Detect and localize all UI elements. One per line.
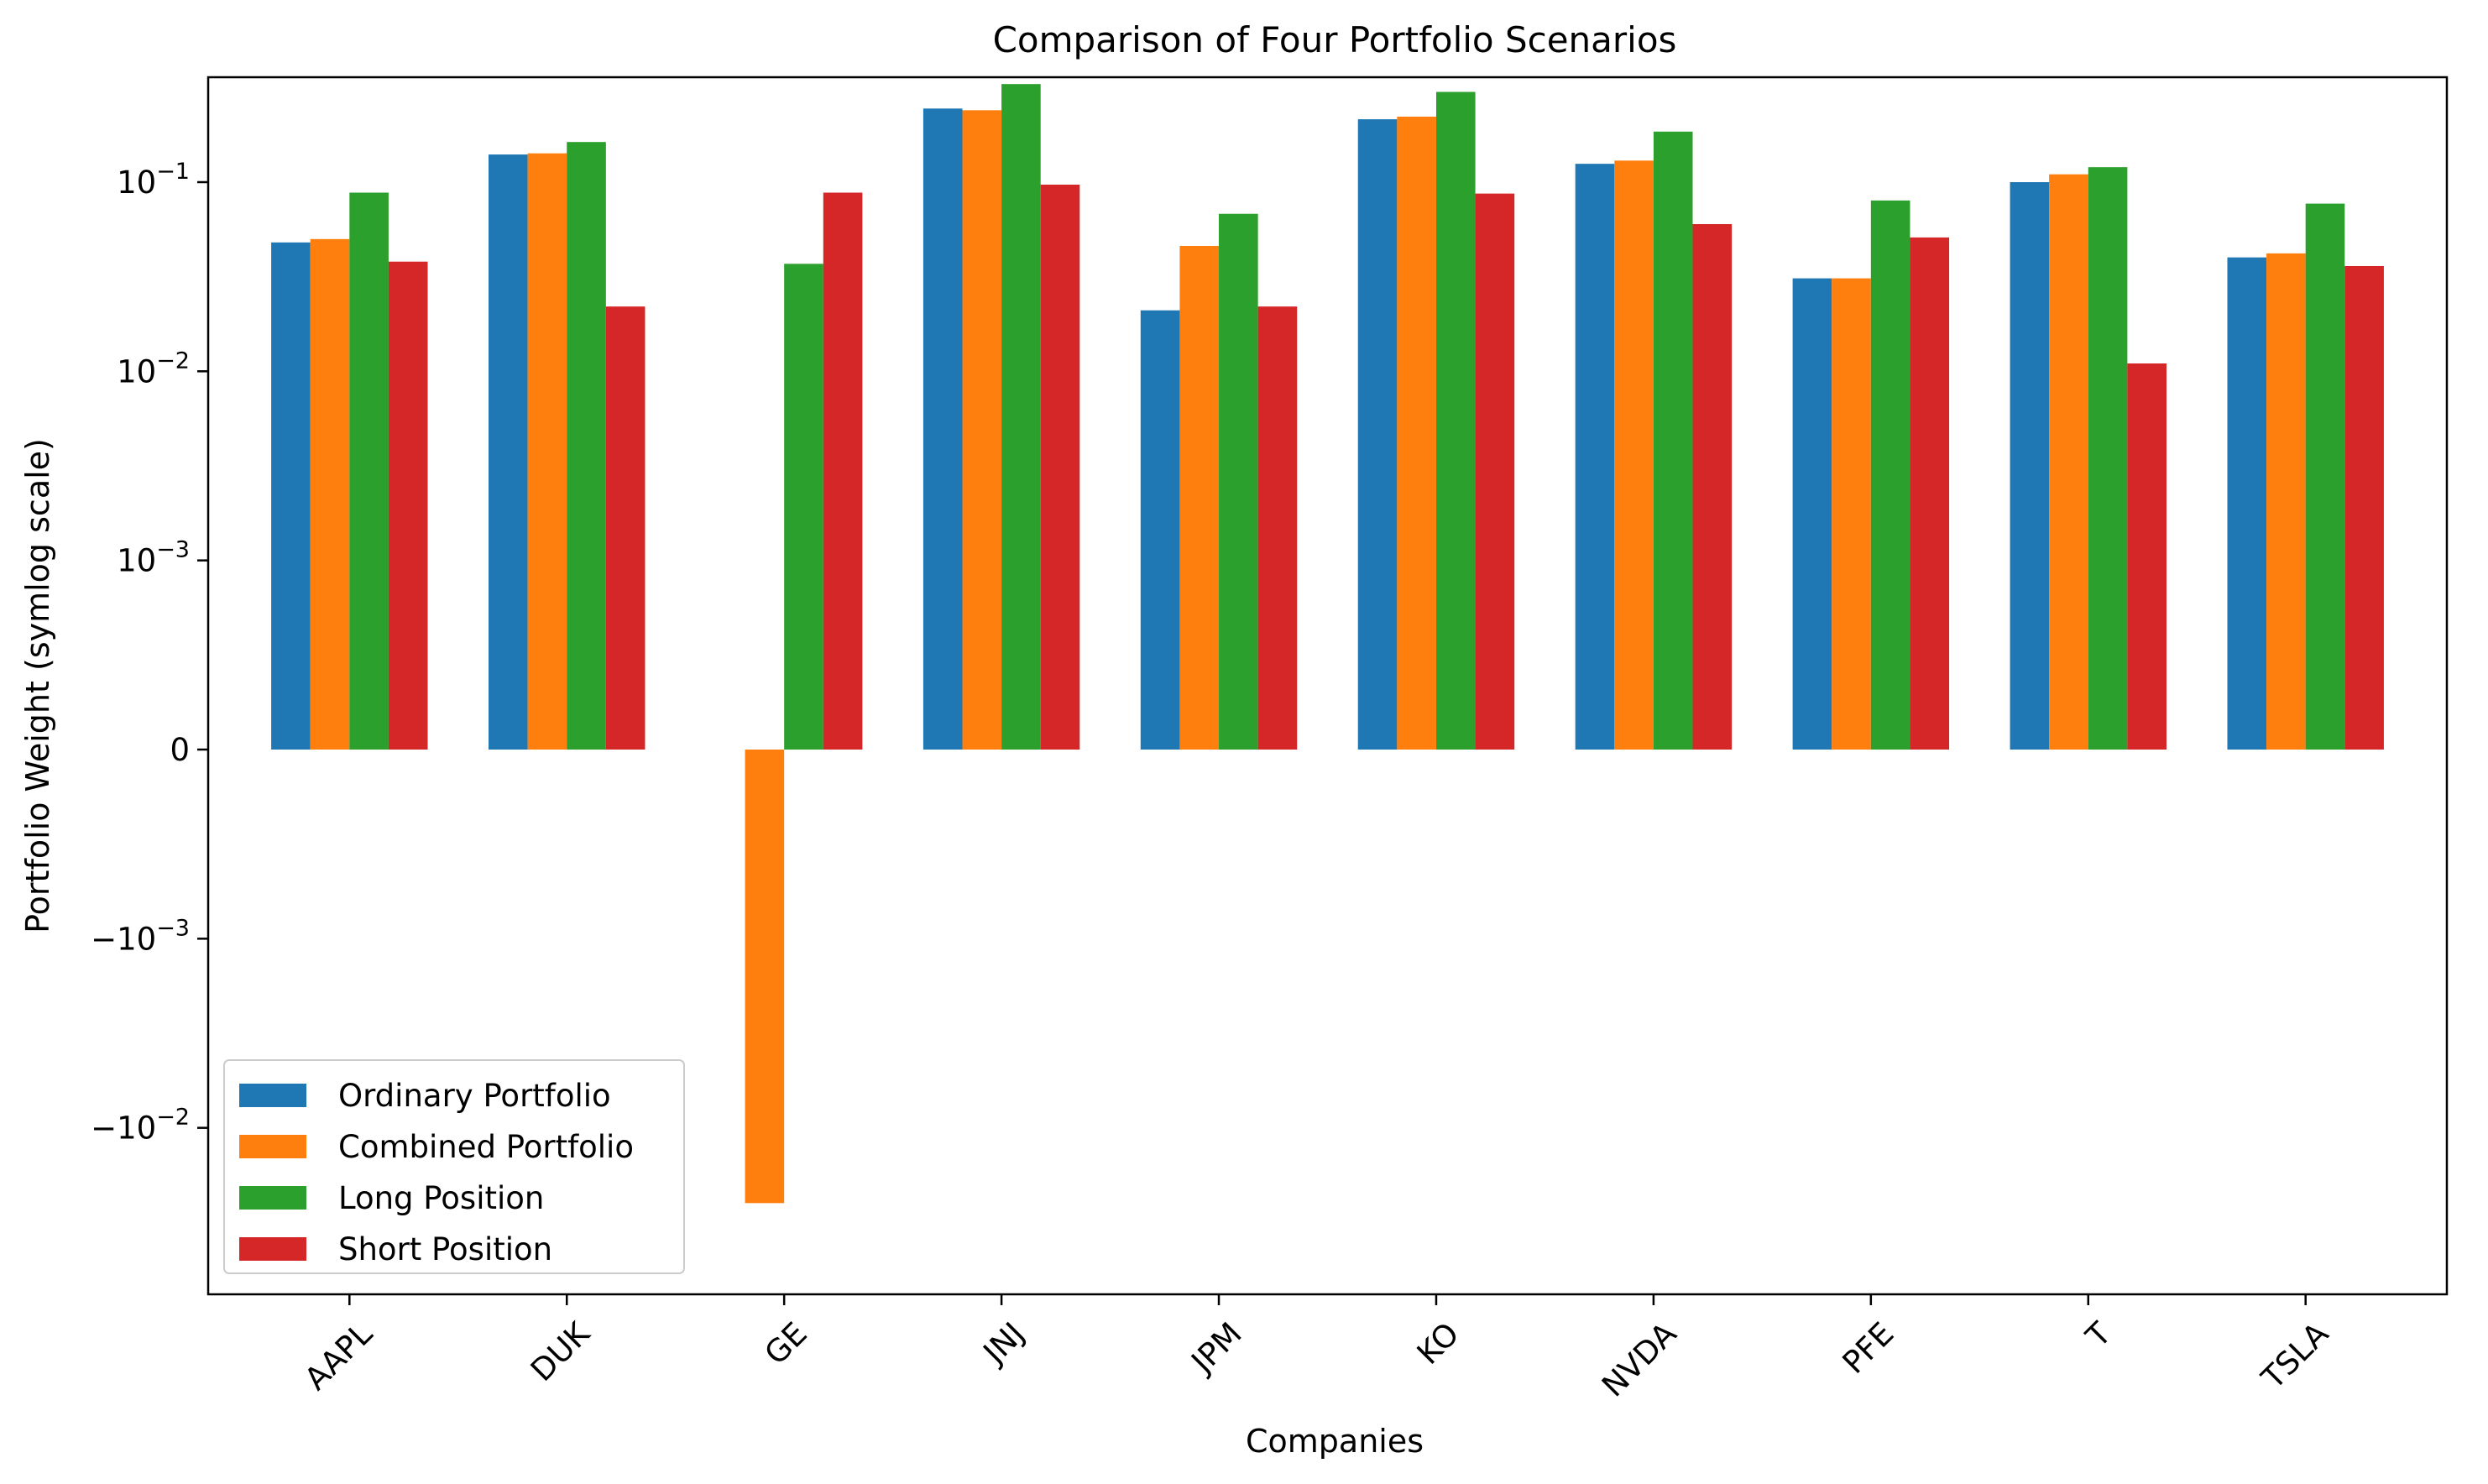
bar-pfe-series-2	[1832, 278, 1871, 750]
legend-label-4: Short Position	[338, 1231, 552, 1267]
bar-pfe-series-4	[1910, 237, 1950, 750]
bar-nvda-series-3	[1653, 131, 1693, 750]
bar-jpm-series-4	[1257, 306, 1298, 750]
y-tick-label: 10−3	[117, 537, 190, 579]
bar-ko-series-3	[1435, 91, 1476, 750]
bar-ko-series-2	[1397, 116, 1436, 750]
legend-box	[223, 1059, 685, 1274]
bar-jnj-series-4	[1040, 184, 1080, 750]
legend: Ordinary Portfolio Combined Portfolio Long…	[223, 1059, 685, 1274]
bar-aapl-series-4	[388, 261, 428, 750]
y-axis-title: Portfolio Weight (symlog scale)	[19, 438, 56, 933]
bar-jpm-series-2	[1179, 245, 1220, 750]
bar-tsla-series-2	[2266, 253, 2306, 750]
bar-nvda-series-4	[1692, 223, 1733, 750]
bar-aapl-series-2	[310, 238, 350, 750]
y-tick-label: 0	[170, 732, 190, 768]
legend-swatch-1	[239, 1084, 306, 1107]
bar-t-series-4	[2127, 363, 2167, 750]
plot-area-frame	[206, 76, 2449, 1296]
bar-duk-series-1	[489, 154, 528, 750]
bar-pfe-series-3	[1870, 200, 1910, 750]
legend-label-2: Combined Portfolio	[338, 1129, 634, 1165]
x-axis-title: Companies	[1246, 1423, 1424, 1460]
bar-ge-series-4	[823, 192, 863, 750]
bar-jnj-series-3	[1001, 84, 1041, 750]
legend-swatch-2	[239, 1135, 306, 1158]
y-tick-label: 10−1	[117, 159, 190, 201]
bar-nvda-series-1	[1575, 164, 1615, 750]
legend-swatch-3	[239, 1186, 306, 1210]
bar-tsla-series-3	[2305, 203, 2345, 750]
bar-ge-series-2	[745, 750, 785, 1204]
y-tick-label: 10−2	[117, 347, 190, 389]
chart-title: Comparison of Four Portfolio Scenarios	[993, 19, 1677, 60]
bar-ko-series-4	[1475, 193, 1515, 750]
legend-label-3: Long Position	[338, 1180, 544, 1216]
bar-ko-series-1	[1357, 119, 1398, 750]
bar-jpm-series-3	[1219, 213, 1258, 750]
bar-tsla-series-1	[2227, 257, 2267, 750]
y-axis: 10−1 10−2 10−3 0 −10−3 −10−2	[91, 159, 208, 1147]
bar-duk-series-4	[605, 306, 646, 750]
bar-aapl-series-3	[349, 192, 389, 750]
legend-label-1: Ordinary Portfolio	[338, 1078, 611, 1114]
y-tick-label: −10−3	[91, 915, 190, 957]
bars-group	[271, 84, 2384, 1204]
bar-duk-series-2	[527, 153, 567, 750]
bar-pfe-series-1	[1792, 278, 1832, 750]
bar-ge-series-3	[784, 264, 823, 750]
bar-t-series-1	[2010, 182, 2050, 750]
bar-tsla-series-4	[2344, 265, 2384, 750]
bar-jnj-series-1	[923, 108, 963, 750]
bar-jnj-series-2	[962, 110, 1002, 750]
bar-aapl-series-1	[271, 242, 311, 750]
y-tick-label: −10−2	[91, 1105, 190, 1147]
bar-duk-series-3	[567, 142, 606, 750]
bar-t-series-3	[2088, 167, 2128, 750]
bar-nvda-series-2	[1614, 160, 1654, 750]
bar-t-series-2	[2049, 174, 2088, 750]
bar-jpm-series-1	[1140, 310, 1180, 750]
legend-swatch-4	[239, 1237, 306, 1261]
